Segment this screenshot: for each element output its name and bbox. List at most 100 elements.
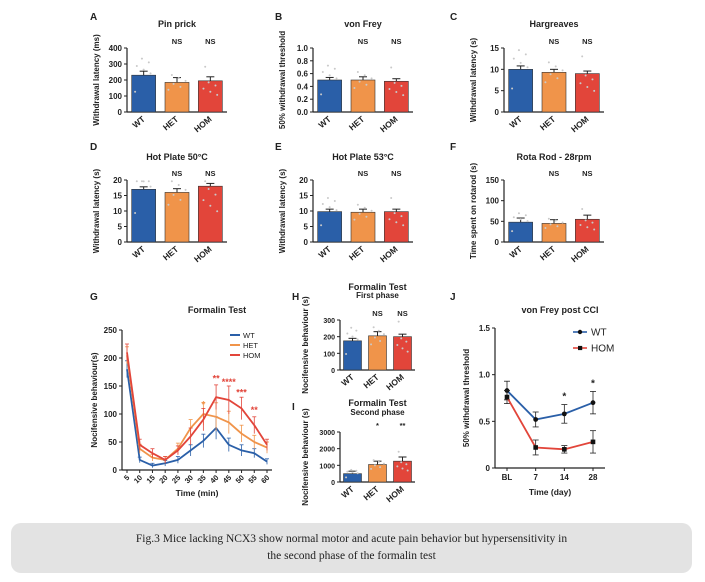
panel-letter: D (90, 142, 97, 153)
y-tick-label: 150 (104, 382, 118, 391)
bar-wt (343, 340, 362, 371)
significance-marker: *** (236, 388, 247, 398)
data-point (326, 64, 329, 67)
data-point (400, 84, 403, 87)
data-point (350, 468, 353, 471)
data-point (593, 89, 596, 92)
legend-label-wt: WT (243, 331, 255, 340)
series-marker-wt (561, 411, 567, 417)
data-point (353, 87, 356, 89)
data-point (216, 210, 219, 213)
y-tick-label: 0.8 (297, 57, 309, 66)
data-point (356, 203, 359, 206)
data-point (134, 90, 137, 93)
bar-wt (131, 74, 156, 113)
data-point (335, 209, 338, 212)
x-tick-label-wt: WT (507, 113, 524, 130)
data-point (370, 77, 373, 80)
data-point (377, 329, 380, 332)
data-point (372, 459, 375, 462)
y-tick-label: 0 (495, 238, 500, 247)
panel-title: von Frey (344, 19, 382, 29)
data-point (177, 183, 180, 186)
bar-hom (198, 185, 223, 243)
significance-label: ** (400, 421, 406, 430)
data-point (517, 49, 520, 52)
data-point (406, 350, 409, 353)
data-point (393, 81, 396, 84)
series-marker-wt (590, 400, 596, 406)
y-axis-label: 50% withdrawal threshold (278, 31, 287, 129)
data-point (209, 204, 212, 207)
significance-marker: * (202, 399, 206, 409)
x-tick-label-het: HET (538, 113, 558, 132)
panel-c: C Hargreaves 0 5 10 15 Withdrawal latency (s) W… (450, 12, 604, 134)
data-point (370, 343, 373, 346)
data-point (519, 61, 522, 64)
series-marker-wt (533, 417, 539, 422)
data-point (547, 61, 550, 64)
data-point (517, 212, 520, 215)
data-point (179, 198, 182, 201)
data-point (584, 74, 587, 77)
data-point (561, 69, 564, 72)
data-point (390, 66, 393, 69)
bar-hom (575, 73, 600, 113)
panel-d: D Hot Plate 50°C 0 5 10 15 20 Withdrawal latenc… (90, 142, 227, 264)
series-marker-hom (504, 394, 510, 400)
y-axis-label: Nocifensive behaviour (s) (301, 408, 310, 506)
bar-hom (384, 80, 409, 113)
y-tick-label: 200 (323, 335, 335, 342)
x-tick-label: 5 (122, 473, 131, 482)
data-point (406, 469, 409, 472)
x-tick-label-wt: WT (130, 113, 147, 130)
caption-box: Fig.3 Mice lacking NCX3 show normal moto… (11, 523, 692, 573)
panel-letter: E (275, 142, 282, 153)
y-tick-label: 10 (490, 65, 499, 74)
x-tick-label: 14 (560, 473, 569, 482)
panel-title: Formalin Test (188, 305, 246, 315)
data-point (372, 326, 375, 329)
significance-label: NS (205, 169, 215, 178)
caption-line-1: Fig.3 Mice lacking NCX3 show normal moto… (135, 533, 568, 545)
data-point (207, 81, 210, 84)
y-tick-label: 10 (299, 207, 308, 216)
panel-letter: F (450, 142, 456, 153)
y-tick-label: 5 (118, 223, 123, 232)
panel-g: G Formalin Test 0 50 100 150 200 250 Nocifensive… (90, 292, 272, 498)
y-tick-label: 0 (118, 238, 123, 247)
x-tick-label: 35 (196, 473, 208, 485)
y-tick-label: 5 (304, 223, 309, 232)
bar-hom (384, 211, 409, 243)
data-point (511, 230, 514, 233)
data-point (524, 53, 527, 56)
panel-title: Hot Plate 50°C (146, 152, 208, 162)
significance-marker: ** (251, 405, 259, 415)
data-point (335, 77, 338, 80)
data-point (370, 467, 373, 470)
bar-het (350, 79, 376, 113)
y-tick-label: 100 (104, 410, 118, 419)
data-point (207, 187, 210, 190)
y-tick-label: 150 (486, 176, 500, 185)
data-point (377, 460, 380, 463)
data-point (396, 465, 399, 468)
x-tick-label-wt: WT (316, 113, 333, 130)
y-tick-label: 300 (109, 60, 123, 69)
y-tick-label: 5 (495, 87, 500, 96)
data-point (561, 221, 564, 224)
x-tick-label-hom: HOM (192, 114, 214, 134)
panel-letter: B (275, 12, 282, 23)
panel-title: Hot Plate 53°C (332, 152, 394, 162)
data-point (204, 65, 207, 68)
data-point (556, 77, 559, 80)
data-point (400, 461, 403, 464)
data-point (184, 79, 187, 82)
data-point (351, 335, 354, 338)
data-point (350, 326, 353, 329)
x-tick-label: BL (502, 473, 513, 482)
figure-caption: Fig.3 Mice lacking NCX3 show normal moto… (11, 523, 692, 573)
bar-het (541, 223, 567, 243)
